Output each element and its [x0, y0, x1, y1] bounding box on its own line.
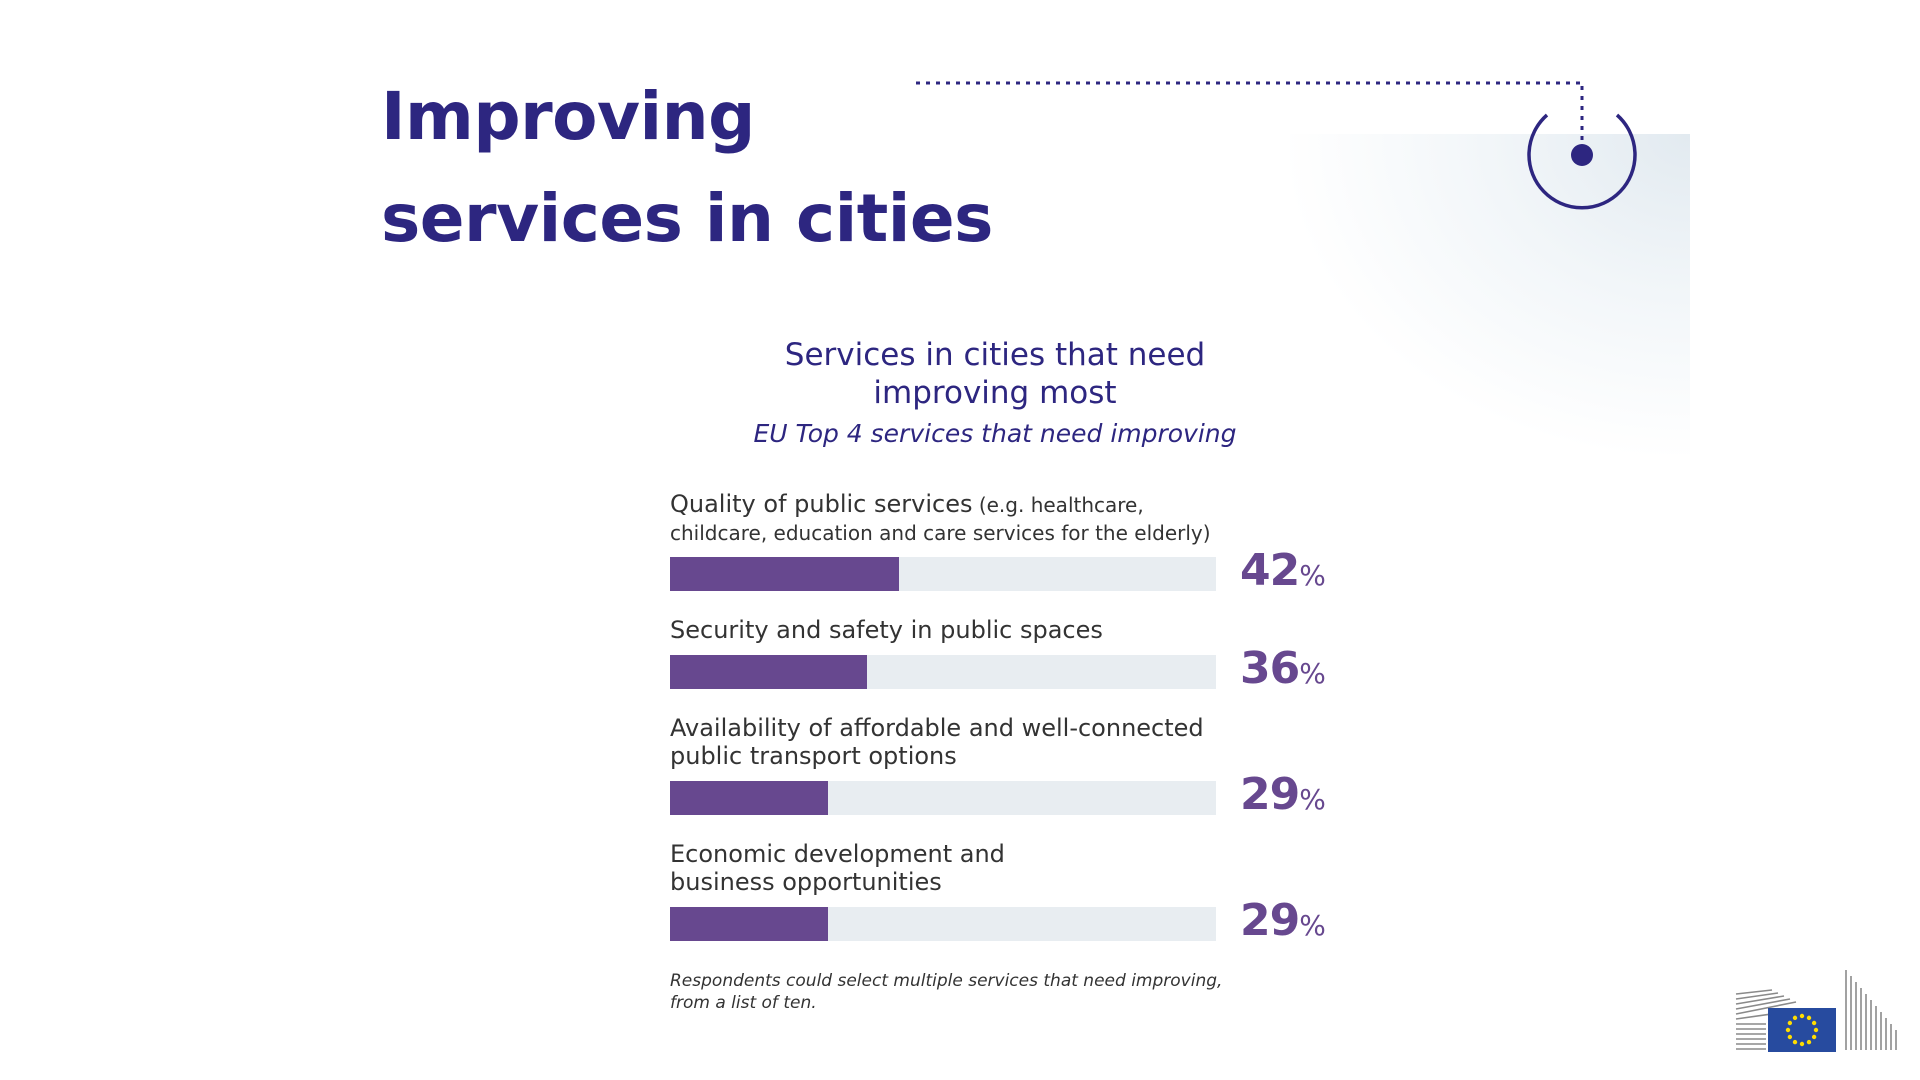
eu-star [1792, 1015, 1798, 1021]
bar-fill [670, 557, 900, 591]
bar-label-line-1: Quality of public services [670, 490, 973, 518]
eu-star [1785, 1027, 1791, 1033]
bar-label-note: (e.g. healthcare, [972, 493, 1144, 517]
eu-star [1799, 1041, 1805, 1047]
footnote-line-1: Respondents could select multiple servic… [670, 971, 1223, 991]
eu-star [1792, 1039, 1798, 1045]
eu-star [1799, 1013, 1805, 1019]
bar-label: Availability of affordable and well-conn… [670, 714, 1204, 770]
dotted-connector-icon [916, 81, 1584, 148]
bar-value: 29 [1240, 895, 1300, 946]
chart-title-line-2: improving most [873, 375, 1117, 411]
bar-label-line-1: Economic development and [670, 840, 1005, 868]
bar-fill [670, 907, 829, 941]
bar-value: 36 [1240, 643, 1300, 694]
chart-title: Services in cities that need improving m… [695, 336, 1295, 412]
bar-value: 29 [1240, 769, 1300, 820]
chart-subtitle: EU Top 4 services that need improving [753, 419, 1237, 448]
european-commission-logo [1735, 970, 1897, 1052]
bar-value-label: 29% [1240, 769, 1326, 820]
bar-value-label: 29% [1240, 895, 1326, 946]
bar-label-line-2: public transport options [670, 742, 957, 770]
slide-title: Improving services in cities [381, 66, 993, 270]
bar-value-unit: % [1299, 783, 1326, 816]
eu-star [1811, 1034, 1817, 1040]
bar-track [670, 655, 1216, 689]
eu-star [1806, 1015, 1812, 1021]
bar-fill [670, 655, 867, 689]
bar-label: Economic development and business opport… [670, 840, 1005, 896]
chart-title-line-1: Services in cities that need [784, 337, 1206, 373]
eu-star [1813, 1027, 1819, 1033]
bar-label-line-2: business opportunities [670, 868, 942, 896]
bar-track [670, 557, 1216, 591]
footnote-line-2: from a list of ten. [670, 993, 817, 1013]
bar-track [670, 907, 1216, 941]
bar-value-label: 36% [1240, 643, 1326, 694]
target-circle-icon [1527, 113, 1637, 210]
bar-value-label: 42% [1240, 545, 1326, 596]
eu-star [1787, 1034, 1793, 1040]
eu-star [1787, 1020, 1793, 1026]
bar-value-unit: % [1299, 559, 1326, 592]
chart-footnote: Respondents could select multiple servic… [670, 970, 1230, 1014]
bar-label-line-1: Availability of affordable and well-conn… [670, 714, 1204, 742]
bar-fill [670, 781, 829, 815]
eu-star [1811, 1020, 1817, 1026]
bar-value: 42 [1240, 545, 1300, 596]
bar-value-unit: % [1299, 909, 1326, 942]
bar-track [670, 781, 1216, 815]
eu-star [1806, 1039, 1812, 1045]
slide-title-line-2: services in cities [381, 180, 993, 257]
bar-label-line-2: childcare, education and care services f… [670, 521, 1211, 545]
bar-label: Security and safety in public spaces [670, 616, 1103, 644]
bar-label: Quality of public services (e.g. healthc… [670, 490, 1211, 547]
slide-title-line-1: Improving [381, 78, 755, 155]
bar-value-unit: % [1299, 657, 1326, 690]
bar-label-line-1: Security and safety in public spaces [670, 616, 1103, 644]
